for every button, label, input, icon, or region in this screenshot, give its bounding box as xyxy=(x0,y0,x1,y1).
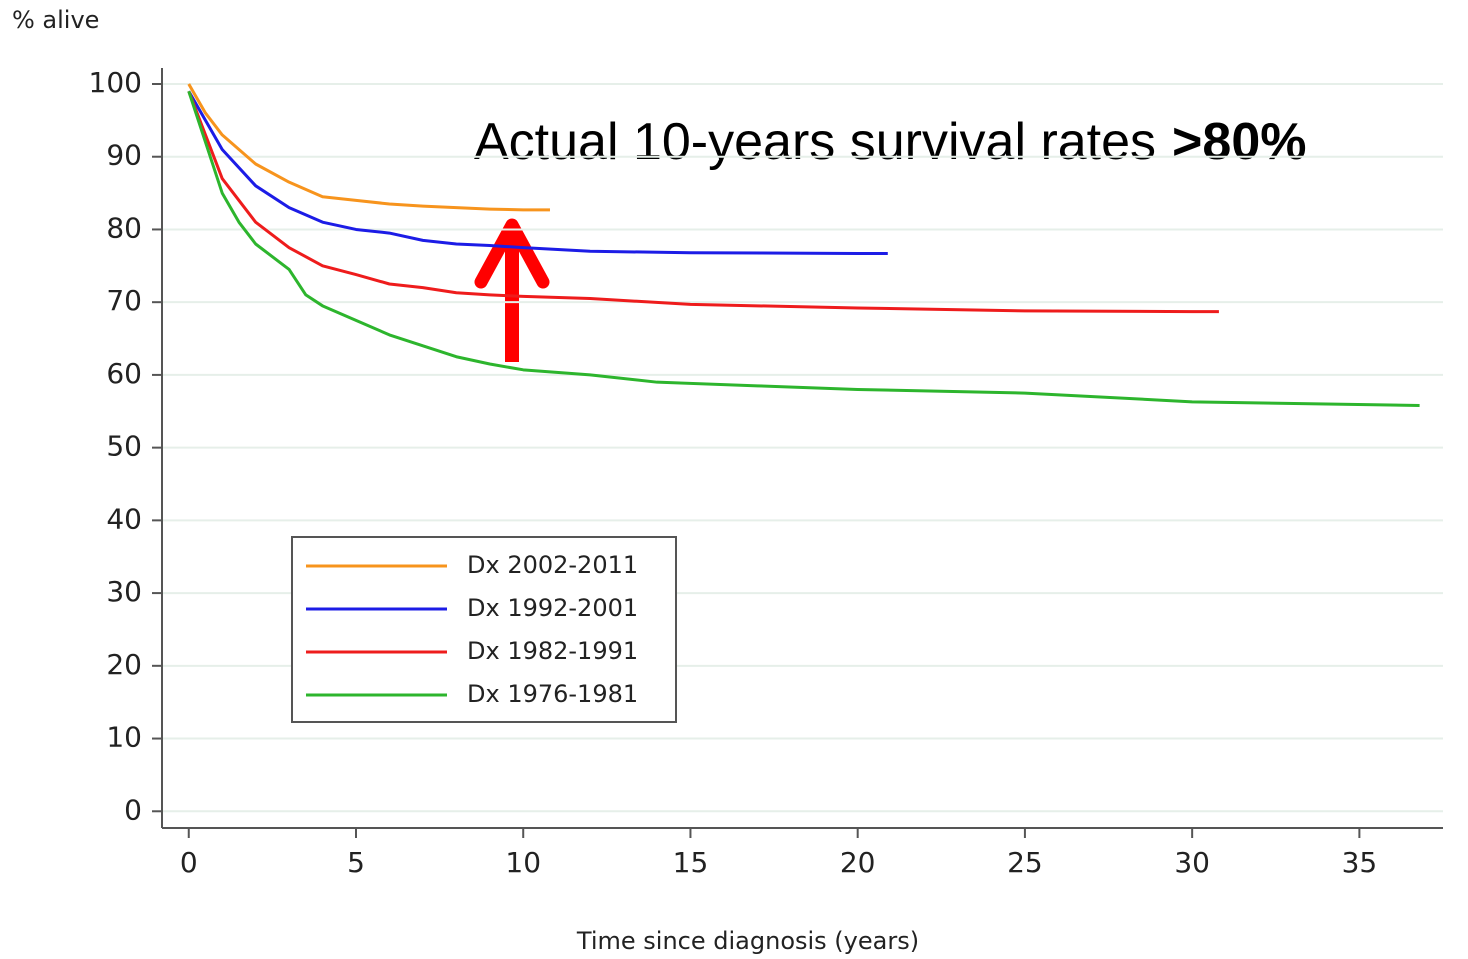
x-tick-label: 10 xyxy=(505,846,541,879)
series-line xyxy=(187,90,1420,407)
annotation-highlight: >80% xyxy=(1172,113,1306,171)
series-line xyxy=(187,90,888,255)
x-tick-label: 15 xyxy=(673,846,709,879)
x-tick-label: 35 xyxy=(1342,846,1378,879)
legend-label: Dx 1992-2001 xyxy=(467,594,638,622)
y-tick-label: 100 xyxy=(89,66,142,99)
legend: Dx 2002-2011 Dx 1992-2001 Dx 1982-1991 Dx 1… xyxy=(291,536,677,723)
series-line xyxy=(187,83,550,212)
y-tick-label: 10 xyxy=(106,721,142,754)
y-axis-label: % alive xyxy=(12,6,99,34)
y-tick-label: 70 xyxy=(106,284,142,317)
y-tick-label: 0 xyxy=(124,793,142,826)
legend-label: Dx 2002-2011 xyxy=(467,551,638,579)
annotation-text: Actual 10-years survival rates xyxy=(474,113,1156,171)
legend-label: Dx 1976-1981 xyxy=(467,680,638,708)
y-tick-label: 80 xyxy=(106,211,142,244)
annotation: Actual 10-years survival rates >80% xyxy=(474,113,1307,171)
x-tick-label: 25 xyxy=(1007,846,1043,879)
y-tick-label: 40 xyxy=(106,502,142,535)
arrow-head xyxy=(474,218,550,289)
legend-label: Dx 1982-1991 xyxy=(467,637,638,665)
x-axis-label: Time since diagnosis (years) xyxy=(576,927,919,955)
legend-box xyxy=(291,536,677,723)
y-tick-label: 50 xyxy=(106,430,142,463)
x-tick-label: 30 xyxy=(1174,846,1210,879)
series-line xyxy=(187,90,1219,314)
x-tick-label: 5 xyxy=(347,846,365,879)
y-tick-label: 20 xyxy=(106,648,142,681)
y-tick-label: 30 xyxy=(106,575,142,608)
y-tick-label: 90 xyxy=(106,139,142,172)
x-tick-label: 20 xyxy=(840,846,876,879)
y-tick-label: 60 xyxy=(106,357,142,390)
x-tick-label: 0 xyxy=(180,846,198,879)
